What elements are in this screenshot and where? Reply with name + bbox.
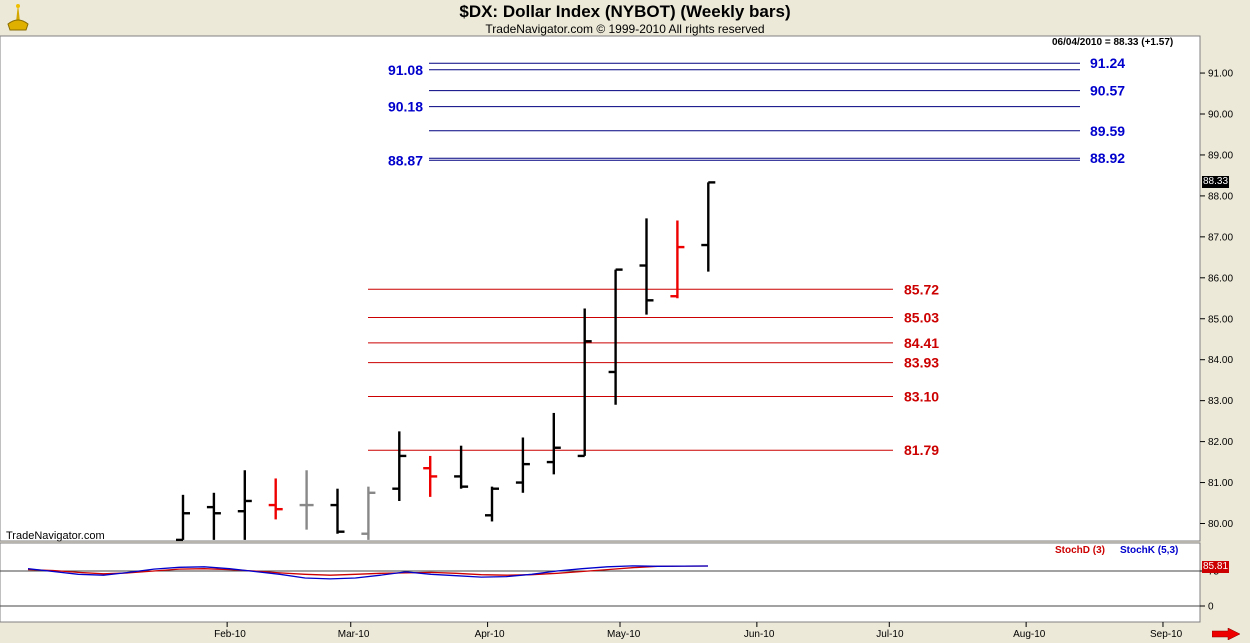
projection-level-label: 88.87 bbox=[388, 152, 423, 168]
x-tick-label: Jun-10 bbox=[744, 629, 775, 640]
ohlc-bar bbox=[670, 220, 685, 299]
stoch-value-badge: 85.81 bbox=[1202, 561, 1230, 573]
chart-subtitle: TradeNavigator.com © 1999-2010 All right… bbox=[485, 22, 765, 36]
x-tick-label: Feb-10 bbox=[214, 629, 246, 640]
ohlc-bar bbox=[485, 486, 499, 522]
retracement-level-label: 83.10 bbox=[904, 389, 939, 405]
retracement-level-label: 85.72 bbox=[904, 281, 939, 297]
chart-title: $DX: Dollar Index (NYBOT) (Weekly bars) bbox=[459, 2, 791, 21]
projection-level-label: 89.59 bbox=[1090, 123, 1125, 139]
ohlc-bar bbox=[608, 268, 623, 405]
y-tick-label: 91.00 bbox=[1208, 69, 1233, 80]
stochd-legend: StochD (3) bbox=[1055, 545, 1105, 556]
stochk-line bbox=[27, 565, 709, 580]
x-tick-label: Jul-10 bbox=[876, 629, 904, 640]
price-readout: 06/04/2010 = 88.33 (+1.57) bbox=[1052, 37, 1174, 48]
stochd-line bbox=[27, 565, 709, 576]
y-tick-label: 89.00 bbox=[1208, 150, 1233, 161]
ohlc-bar bbox=[454, 445, 469, 489]
last-price-badge: 88.33 bbox=[1202, 176, 1230, 188]
ohlc-bar bbox=[701, 181, 716, 272]
x-tick-label: Apr-10 bbox=[475, 629, 505, 640]
scroll-right-arrow-icon[interactable] bbox=[1212, 628, 1240, 640]
retracement-level-label: 85.03 bbox=[904, 310, 939, 326]
y-tick-label: 80.00 bbox=[1208, 519, 1233, 530]
ohlc-bar bbox=[299, 470, 314, 530]
projection-level-label: 91.08 bbox=[388, 62, 423, 78]
x-tick-label: May-10 bbox=[607, 629, 641, 640]
y-tick-label: 85.00 bbox=[1208, 314, 1233, 325]
ohlc-bar bbox=[546, 412, 561, 475]
retracement-level-label: 81.79 bbox=[904, 442, 939, 458]
projection-level-label: 88.92 bbox=[1090, 150, 1125, 166]
ohlc-bar bbox=[515, 437, 530, 493]
indicator-plot-area bbox=[0, 542, 1201, 623]
watermark: TradeNavigator.com bbox=[6, 530, 105, 542]
y-tick-label: 82.00 bbox=[1208, 437, 1233, 448]
indicator-tick-label: 0 bbox=[1208, 602, 1214, 613]
x-tick-label: Aug-10 bbox=[1013, 629, 1046, 640]
x-tick-label: Mar-10 bbox=[338, 629, 370, 640]
y-tick-label: 90.00 bbox=[1208, 110, 1233, 121]
y-tick-label: 87.00 bbox=[1208, 232, 1233, 243]
ohlc-bar bbox=[361, 486, 376, 540]
ohlc-bar bbox=[639, 218, 654, 315]
ohlc-bar bbox=[268, 478, 283, 520]
y-tick-label: 83.00 bbox=[1208, 396, 1233, 407]
ohlc-bar bbox=[176, 494, 190, 542]
projection-level-label: 90.18 bbox=[388, 99, 423, 115]
x-tick-label: Sep-10 bbox=[1150, 629, 1183, 640]
ohlc-bar bbox=[423, 455, 438, 497]
tradenavigator-logo-icon bbox=[7, 4, 29, 31]
stochk-legend: StochK (5,3) bbox=[1120, 545, 1179, 556]
y-tick-label: 86.00 bbox=[1208, 273, 1233, 284]
y-tick-label: 84.00 bbox=[1208, 355, 1233, 366]
retracement-level-label: 83.93 bbox=[904, 355, 939, 371]
ohlc-bar bbox=[330, 488, 345, 534]
projection-level-label: 90.57 bbox=[1090, 83, 1125, 99]
retracement-level-label: 84.41 bbox=[904, 335, 939, 351]
ohlc-bar bbox=[577, 308, 592, 458]
projection-level-label: 91.24 bbox=[1090, 55, 1125, 71]
y-tick-label: 88.00 bbox=[1208, 191, 1233, 202]
ohlc-bar bbox=[392, 431, 407, 501]
y-tick-label: 81.00 bbox=[1208, 478, 1233, 489]
price-plot-area bbox=[0, 35, 1201, 542]
ohlc-bar bbox=[206, 492, 221, 540]
ohlc-bar bbox=[237, 470, 252, 540]
